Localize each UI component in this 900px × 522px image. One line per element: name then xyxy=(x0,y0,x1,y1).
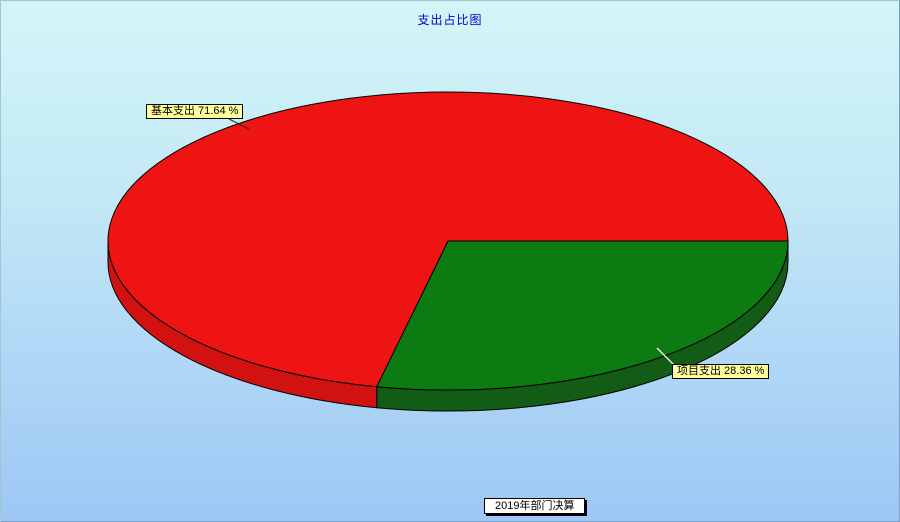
pie-slice-top-1 xyxy=(376,240,789,391)
leader-line-project-expense xyxy=(656,347,676,367)
callout-basic-expense: 基本支出 71.64 % xyxy=(146,104,244,119)
leader-line-basic-expense xyxy=(228,118,250,130)
pie-slice-top-0 xyxy=(107,91,789,388)
callout-project-expense: 项目支出 28.36 % xyxy=(672,364,770,379)
chart-title: 支出占比图 xyxy=(417,13,483,27)
legend-box: 2019年部门决算 xyxy=(484,498,586,514)
